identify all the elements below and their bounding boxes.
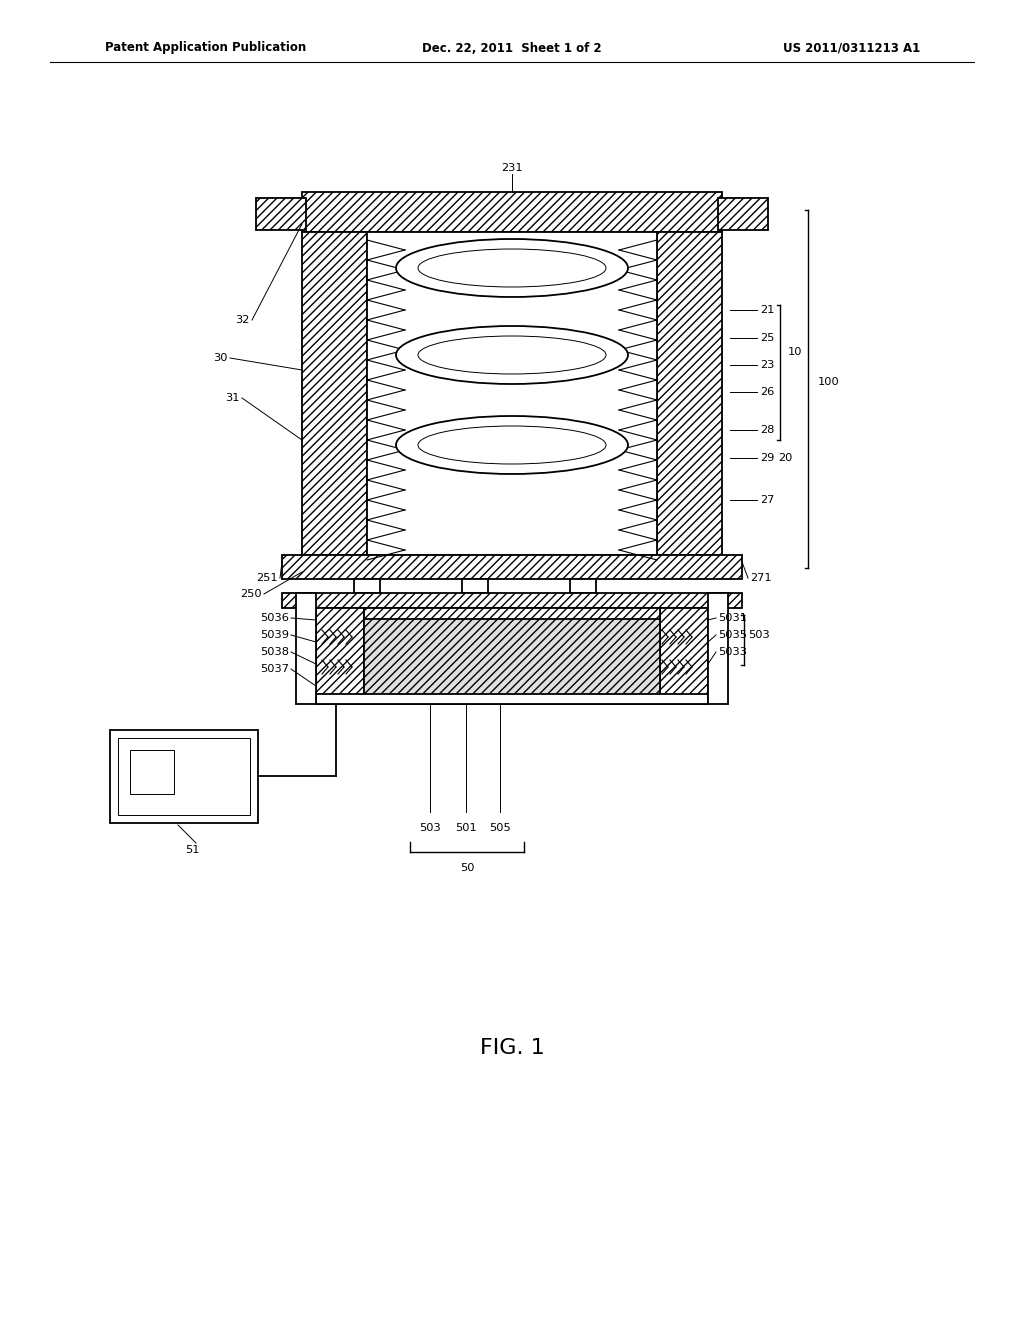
Bar [302,191,722,232]
Text: 5038: 5038 [260,647,289,657]
Bar [660,609,708,704]
Text: 5039: 5039 [260,630,289,640]
Text: 10: 10 [788,347,803,356]
Bar [462,579,488,593]
Text: 5036: 5036 [260,612,289,623]
Bar [256,198,306,230]
Text: 29: 29 [760,453,774,463]
Text: 271: 271 [750,573,772,583]
Text: 501: 501 [455,822,477,833]
Bar [110,730,258,822]
Bar [118,738,250,814]
Bar [296,593,316,704]
Text: 31: 31 [225,393,240,403]
Bar [718,198,768,230]
Text: 100: 100 [818,378,840,387]
Text: 5037: 5037 [260,664,289,675]
Text: FIG. 1: FIG. 1 [479,1038,545,1059]
Ellipse shape [396,326,628,384]
Text: Dec. 22, 2011  Sheet 1 of 2: Dec. 22, 2011 Sheet 1 of 2 [422,41,602,54]
Text: 503: 503 [419,822,441,833]
Text: 250: 250 [241,589,262,599]
Text: 26: 26 [760,387,774,397]
Bar [364,618,660,704]
Bar [316,694,708,704]
Bar [570,579,596,593]
Text: 251: 251 [256,573,278,583]
Bar [367,232,657,554]
Bar [130,750,174,795]
Text: 28: 28 [760,425,774,436]
Text: 5035: 5035 [718,630,746,640]
Bar [708,593,728,704]
Text: 505: 505 [489,822,511,833]
Bar [282,554,742,579]
Text: 503: 503 [748,630,770,640]
Bar [657,232,722,554]
Text: 50: 50 [460,863,474,873]
Bar [282,593,742,609]
Text: 21: 21 [760,305,774,315]
Text: 20: 20 [778,453,793,463]
Bar [302,232,367,554]
Text: 25: 25 [760,333,774,343]
Text: 30: 30 [213,352,228,363]
Ellipse shape [396,416,628,474]
Text: 5033: 5033 [718,647,746,657]
Bar [316,609,364,704]
Bar [364,609,660,619]
Text: 27: 27 [760,495,774,506]
Text: 32: 32 [236,315,250,325]
Ellipse shape [396,239,628,297]
Text: 51: 51 [184,845,200,855]
Bar [354,579,380,593]
Text: 231: 231 [501,162,523,173]
Text: 23: 23 [760,360,774,370]
Text: US 2011/0311213 A1: US 2011/0311213 A1 [782,41,920,54]
Text: 5031: 5031 [718,612,746,623]
Text: Patent Application Publication: Patent Application Publication [105,41,306,54]
